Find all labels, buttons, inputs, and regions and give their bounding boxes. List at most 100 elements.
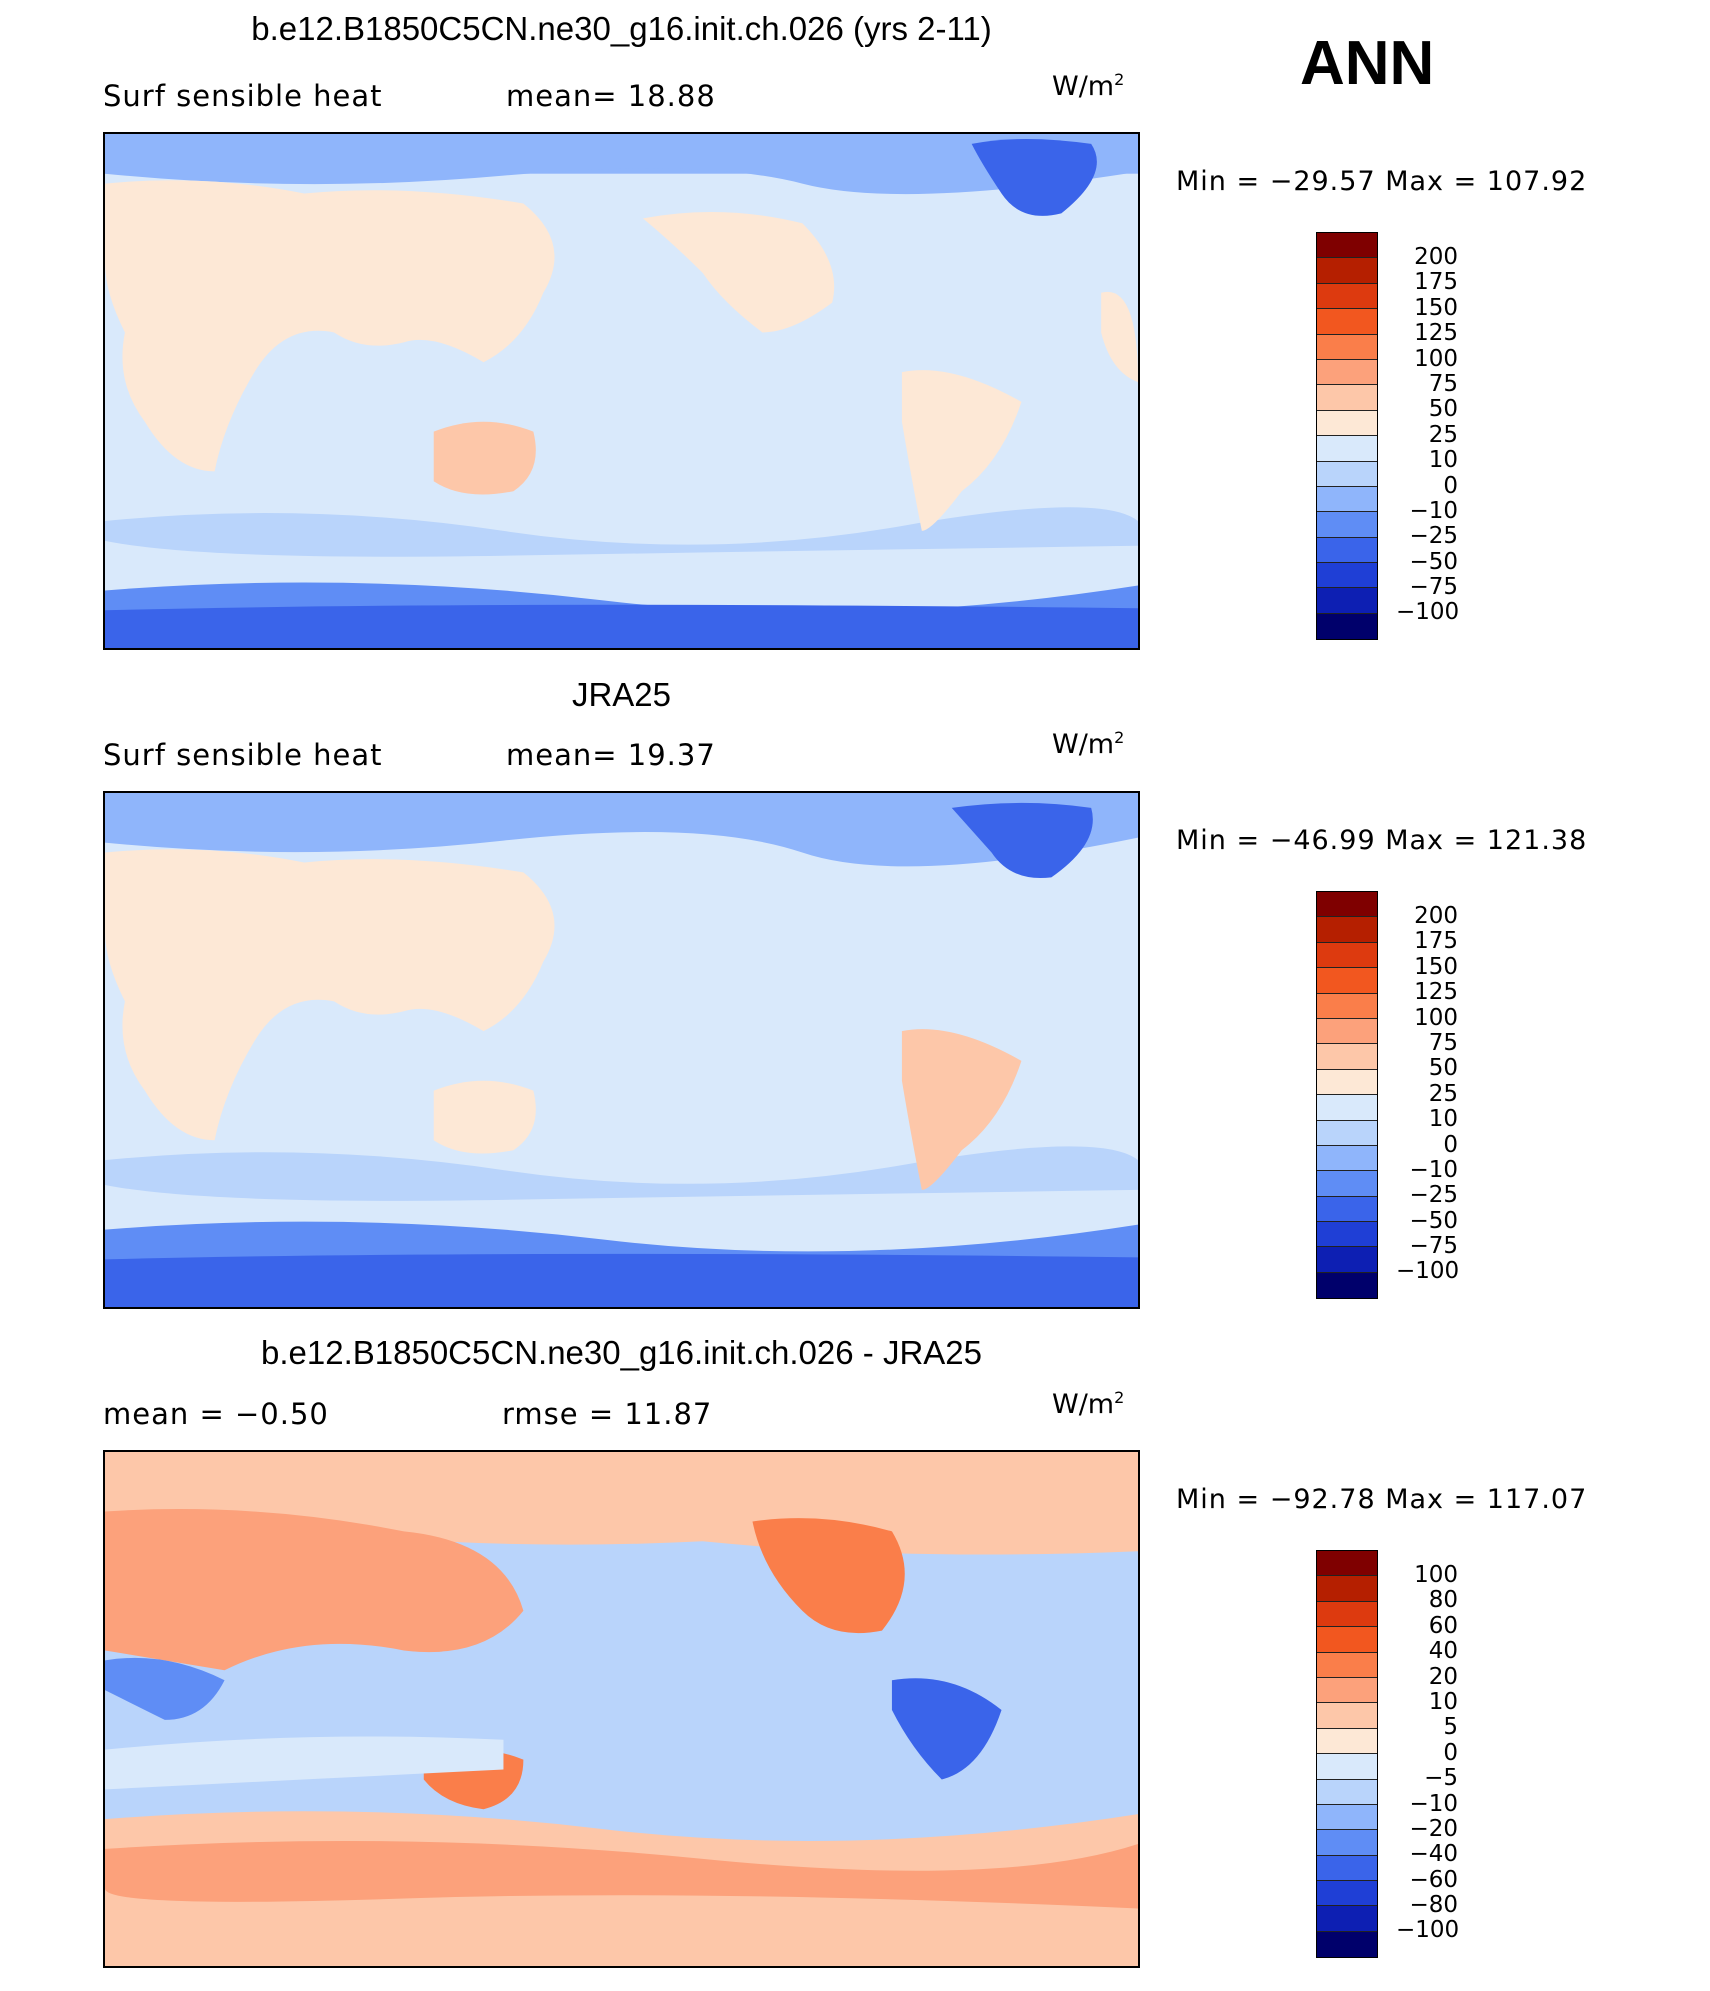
colorbar-box bbox=[1317, 563, 1377, 589]
colorbar-box bbox=[1317, 1931, 1377, 1958]
colorbar-tick-label: −10 bbox=[1409, 497, 1458, 524]
colorbar-box bbox=[1317, 486, 1377, 513]
colorbar-box bbox=[1317, 1095, 1377, 1121]
colorbar-tick-label: 0 bbox=[1443, 1739, 1458, 1766]
panel-2-colorbar-labels: 200 175 150 125 100 75 50 25 10 0 −10 −25 −50 −75 −100 bbox=[1396, 903, 1460, 1285]
colorbar-box bbox=[1317, 892, 1377, 918]
colorbar-box bbox=[1317, 1627, 1377, 1653]
colorbar-tick-label: −100 bbox=[1396, 599, 1460, 626]
panel-1-mean-label: mean= 18.88 bbox=[506, 79, 716, 113]
colorbar-box bbox=[1317, 942, 1377, 969]
colorbar-tick-label: 100 bbox=[1414, 1562, 1458, 1588]
panel-1-colorbar bbox=[1316, 232, 1378, 641]
colorbar-box bbox=[1317, 309, 1377, 335]
colorbar-tick-label: 10 bbox=[1428, 1106, 1458, 1133]
panel-1-title: b.e12.B1850C5CN.ne30_g16.init.ch.026 (yr… bbox=[251, 10, 992, 47]
colorbar-box bbox=[1317, 1222, 1377, 1248]
panel-1-colorbar-labels: 200 175 150 125 100 75 50 25 10 0 −10 −25 −50 −75 −100 bbox=[1396, 244, 1460, 626]
colorbar-tick-label: 150 bbox=[1414, 294, 1458, 321]
panel-3-units: W/m2 bbox=[1052, 1388, 1125, 1420]
colorbar-box bbox=[1317, 359, 1377, 386]
colorbar-box bbox=[1317, 1677, 1377, 1704]
colorbar-box bbox=[1317, 1855, 1377, 1882]
colorbar-tick-label: 150 bbox=[1414, 953, 1458, 980]
colorbar-tick-label: −20 bbox=[1409, 1815, 1458, 1842]
panel-1-variable-label: Surf sensible heat bbox=[103, 79, 383, 113]
season-label: ANN bbox=[1300, 29, 1435, 98]
colorbar-box bbox=[1317, 1576, 1377, 1602]
colorbar-tick-label: 200 bbox=[1414, 244, 1458, 270]
colorbar-box bbox=[1317, 1881, 1377, 1907]
colorbar-box bbox=[1317, 334, 1377, 360]
colorbar-box bbox=[1317, 1601, 1377, 1628]
colorbar-box bbox=[1317, 512, 1377, 538]
colorbar-box bbox=[1317, 537, 1377, 564]
colorbar-tick-label: −25 bbox=[1409, 1182, 1458, 1209]
colorbar-box bbox=[1317, 968, 1377, 994]
colorbar-box bbox=[1317, 283, 1377, 310]
colorbar-box bbox=[1317, 461, 1377, 487]
colorbar-tick-label: 50 bbox=[1428, 396, 1458, 423]
colorbar-tick-label: 20 bbox=[1428, 1663, 1458, 1690]
panel-1-map bbox=[103, 132, 1140, 650]
colorbar-tick-label: −75 bbox=[1409, 1233, 1458, 1260]
panel-3-colorbar bbox=[1316, 1550, 1378, 1959]
colorbar-box bbox=[1317, 1272, 1377, 1299]
colorbar-tick-label: 0 bbox=[1443, 472, 1458, 499]
colorbar-box bbox=[1317, 1754, 1377, 1780]
colorbar-box bbox=[1317, 1906, 1377, 1932]
colorbar-box bbox=[1317, 917, 1377, 943]
colorbar-tick-label: 25 bbox=[1428, 421, 1458, 448]
colorbar-tick-label: 5 bbox=[1443, 1714, 1458, 1741]
colorbar-tick-label: −10 bbox=[1409, 1156, 1458, 1183]
colorbar-tick-label: 10 bbox=[1428, 447, 1458, 474]
panel-3-rmse-label: rmse = 11.87 bbox=[502, 1397, 713, 1431]
panel-2-map bbox=[103, 791, 1140, 1309]
panel-1-minmax: Min = −29.57 Max = 107.92 bbox=[1176, 166, 1588, 197]
colorbar-box bbox=[1317, 588, 1377, 614]
colorbar-tick-label: −100 bbox=[1396, 1258, 1460, 1285]
panel-2-title: JRA25 bbox=[571, 676, 672, 713]
colorbar-box bbox=[1317, 410, 1377, 437]
colorbar-box bbox=[1317, 1196, 1377, 1223]
colorbar-tick-label: 125 bbox=[1414, 320, 1458, 347]
panel-3-map bbox=[103, 1450, 1140, 1968]
colorbar-box bbox=[1317, 1044, 1377, 1070]
colorbar-tick-label: −100 bbox=[1396, 1917, 1460, 1944]
panel-2-variable-label: Surf sensible heat bbox=[103, 738, 383, 772]
colorbar-box bbox=[1317, 1779, 1377, 1805]
panel-2-mean-label: mean= 19.37 bbox=[506, 738, 716, 772]
colorbar-tick-label: 75 bbox=[1428, 1029, 1458, 1056]
colorbar-tick-label: −50 bbox=[1409, 548, 1458, 575]
colorbar-box bbox=[1317, 1120, 1377, 1146]
colorbar-tick-label: 200 bbox=[1414, 903, 1458, 929]
colorbar-box bbox=[1317, 1652, 1377, 1678]
colorbar-box bbox=[1317, 1804, 1377, 1831]
colorbar-tick-label: −10 bbox=[1409, 1790, 1458, 1817]
colorbar-tick-label: −5 bbox=[1424, 1765, 1458, 1792]
colorbar-box bbox=[1317, 1551, 1377, 1577]
colorbar-tick-label: 100 bbox=[1414, 1004, 1458, 1031]
panel-2-minmax: Min = −46.99 Max = 121.38 bbox=[1176, 825, 1588, 856]
colorbar-box bbox=[1317, 1018, 1377, 1045]
colorbar-tick-label: −40 bbox=[1409, 1841, 1458, 1868]
colorbar-tick-label: 40 bbox=[1428, 1638, 1458, 1665]
colorbar-tick-label: 75 bbox=[1428, 370, 1458, 397]
colorbar-box bbox=[1317, 1145, 1377, 1172]
colorbar-tick-label: −80 bbox=[1409, 1892, 1458, 1919]
colorbar-box bbox=[1317, 1171, 1377, 1197]
colorbar-tick-label: 175 bbox=[1414, 928, 1458, 955]
colorbar-tick-label: 50 bbox=[1428, 1055, 1458, 1082]
panel-2-colorbar bbox=[1316, 891, 1378, 1300]
colorbar-box bbox=[1317, 385, 1377, 411]
colorbar-tick-label: 80 bbox=[1428, 1587, 1458, 1614]
colorbar-box bbox=[1317, 1703, 1377, 1729]
colorbar-tick-label: −60 bbox=[1409, 1866, 1458, 1893]
colorbar-box bbox=[1317, 1069, 1377, 1096]
colorbar-tick-label: −75 bbox=[1409, 574, 1458, 601]
colorbar-box bbox=[1317, 1728, 1377, 1755]
colorbar-tick-label: 0 bbox=[1443, 1131, 1458, 1158]
colorbar-tick-label: 10 bbox=[1428, 1688, 1458, 1715]
colorbar-box bbox=[1317, 993, 1377, 1019]
colorbar-tick-label: 100 bbox=[1414, 345, 1458, 372]
